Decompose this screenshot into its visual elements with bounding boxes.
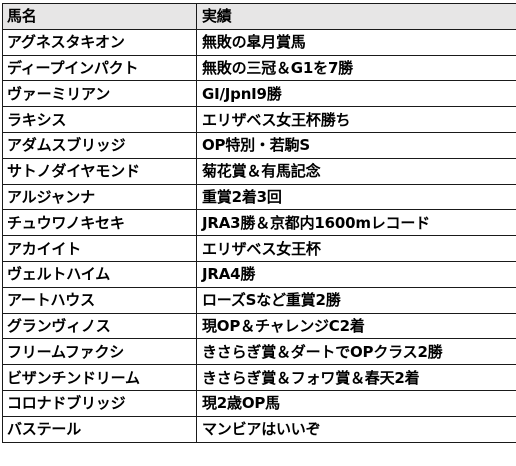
horse-name-cell: ディープインパクト	[2, 54, 197, 82]
achievement-cell: きさらぎ賞＆ダートでOPクラス2勝	[196, 338, 516, 366]
achievement-cell: エリザベス女王杯勝ち	[196, 106, 516, 133]
achievement-cell: エリザベス女王杯	[196, 235, 516, 262]
table-row: アートハウス ローズSなど重賞2勝	[2, 286, 516, 314]
horse-name-cell: アートハウス	[2, 286, 197, 314]
horse-name-cell: ヴェルトハイム	[2, 260, 197, 288]
table-row: アグネスタキオン 無敗の皐月賞馬	[2, 28, 516, 56]
achievement-cell: マンビアはいいぞ	[196, 415, 516, 443]
achievement-cell: JRA4勝	[196, 260, 516, 288]
table-row: アカイイト エリザベス女王杯	[2, 235, 516, 262]
achievement-cell: 菊花賞＆有馬記念	[196, 157, 516, 185]
table-row: アルジャンナ 重賞2着3回	[2, 183, 516, 211]
table-row: ヴェルトハイム JRA4勝	[2, 260, 516, 288]
table-row: ラキシス エリザベス女王杯勝ち	[2, 106, 516, 133]
horse-name-cell: アダムスブリッジ	[2, 131, 197, 159]
achievement-cell: 現2歳OP馬	[196, 389, 516, 417]
achievement-cell: ローズSなど重賞2勝	[196, 286, 516, 314]
horse-name-cell: フリームファクシ	[2, 338, 197, 366]
achievement-cell: OP特別・若駒S	[196, 131, 516, 159]
achievement-cell: 無敗の皐月賞馬	[196, 28, 516, 56]
achievement-cell: 無敗の三冠＆G1を7勝	[196, 54, 516, 82]
horse-name-cell: ラキシス	[2, 106, 197, 133]
achievement-cell: JRA3勝＆京都内1600mレコード	[196, 209, 516, 237]
horse-name-cell: ヴァーミリアン	[2, 80, 197, 108]
table-row: グランヴィノス 現OP＆チャレンジC2着	[2, 312, 516, 340]
horse-name-cell: サトノダイヤモンド	[2, 157, 197, 185]
table-row: ディープインパクト 無敗の三冠＆G1を7勝	[2, 54, 516, 82]
achievement-cell: GI/JpnI9勝	[196, 80, 516, 108]
horse-name-cell: コロナドブリッジ	[2, 389, 197, 417]
achievement-cell: きさらぎ賞＆フォワ賞＆春天2着	[196, 364, 516, 391]
horse-name-cell: グランヴィノス	[2, 312, 197, 340]
achievement-cell: 現OP＆チャレンジC2着	[196, 312, 516, 340]
table-row: サトノダイヤモンド 菊花賞＆有馬記念	[2, 157, 516, 185]
table-row: ヴァーミリアン GI/JpnI9勝	[2, 80, 516, 108]
table-header-row: 馬名 実績	[2, 3, 516, 30]
table-row: アダムスブリッジ OP特別・若駒S	[2, 131, 516, 159]
table-row: フリームファクシ きさらぎ賞＆ダートでOPクラス2勝	[2, 338, 516, 366]
achievement-cell: 重賞2着3回	[196, 183, 516, 211]
horse-name-cell: バステール	[2, 415, 197, 443]
horse-name-cell: アルジャンナ	[2, 183, 197, 211]
horse-name-cell: ビザンチンドリーム	[2, 364, 197, 391]
header-achievements: 実績	[196, 3, 516, 30]
header-horse-name: 馬名	[2, 3, 197, 30]
horse-name-cell: チュウワノキセキ	[2, 209, 197, 237]
table-row: ビザンチンドリーム きさらぎ賞＆フォワ賞＆春天2着	[2, 364, 516, 391]
table-row: チュウワノキセキ JRA3勝＆京都内1600mレコード	[2, 209, 516, 237]
horse-record-table: 馬名 実績 アグネスタキオン 無敗の皐月賞馬 ディープインパクト 無敗の三冠＆G…	[2, 3, 516, 443]
horse-name-cell: アグネスタキオン	[2, 28, 197, 56]
horse-name-cell: アカイイト	[2, 235, 197, 262]
table-row: コロナドブリッジ 現2歳OP馬	[2, 389, 516, 417]
table-row: バステール マンビアはいいぞ	[2, 415, 516, 443]
